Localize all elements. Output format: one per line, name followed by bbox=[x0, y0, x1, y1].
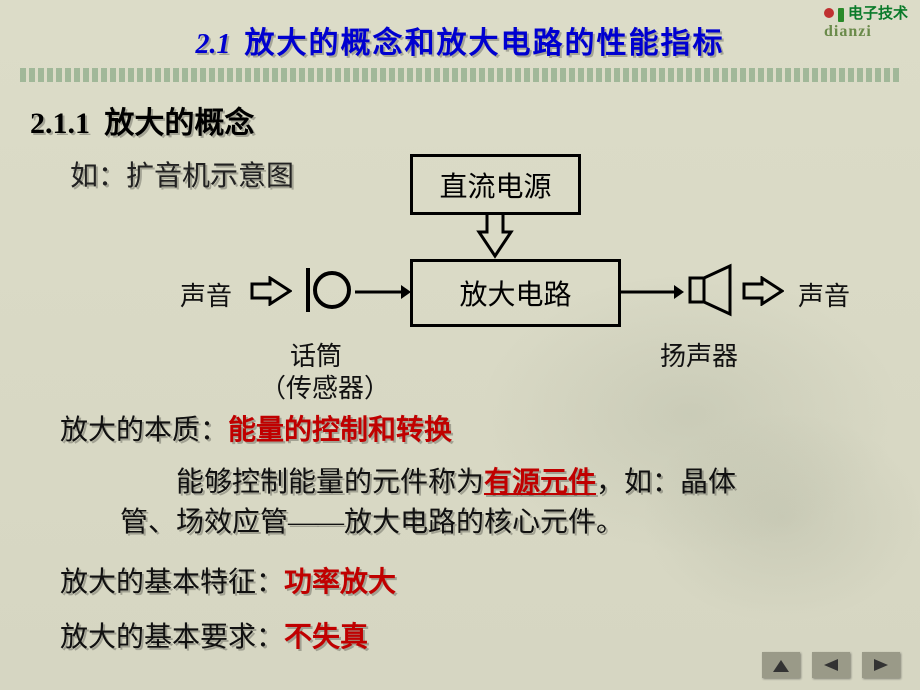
label-sound-out: 声音 bbox=[798, 276, 850, 313]
node-power: 直流电源 bbox=[410, 154, 581, 215]
requirement-line: 放大的基本要求：不失真 bbox=[60, 617, 920, 659]
arrow-right-icon bbox=[742, 276, 784, 306]
node-amp: 放大电路 bbox=[410, 259, 621, 327]
subsection-number: 2.1.1 bbox=[30, 107, 90, 140]
section-number: 2.1 bbox=[196, 29, 231, 60]
divider bbox=[20, 68, 900, 82]
subsection-title: 放大的概念 bbox=[104, 107, 254, 140]
requirement-label: 放大的基本要求： bbox=[60, 622, 284, 653]
microphone-icon bbox=[302, 264, 352, 316]
label-sound-in: 声音 bbox=[180, 276, 232, 313]
arrow-down-icon bbox=[475, 212, 515, 260]
feature-line: 放大的基本特征：功率放大 bbox=[60, 562, 920, 604]
node-amp-label: 放大电路 bbox=[459, 273, 571, 313]
arrow-line-icon bbox=[618, 282, 686, 302]
label-sensor: （传感器） bbox=[260, 368, 390, 405]
feature-label: 放大的基本特征： bbox=[60, 567, 284, 598]
logo: 电子技术 dianzi bbox=[824, 6, 908, 40]
section-title-text: 放大的概念和放大电路的性能指标 bbox=[245, 27, 725, 60]
paragraph-pre: 能够控制能量的元件称为 bbox=[176, 467, 484, 498]
subsection-heading: 2.1.1 放大的概念 bbox=[30, 98, 920, 142]
amplifier-diagram: 直流电源 放大电路 声音 bbox=[180, 154, 880, 404]
essence-value: 能量的控制和转换 bbox=[228, 414, 452, 445]
section-title: 2.1 放大的概念和放大电路的性能指标 bbox=[0, 0, 920, 62]
feature-value: 功率放大 bbox=[284, 566, 396, 597]
essence-line: 放大的本质：能量的控制和转换 bbox=[60, 410, 920, 452]
logo-cn: 电子技术 bbox=[848, 6, 908, 22]
label-speaker: 扬声器 bbox=[660, 336, 738, 373]
paragraph-key: 有源元件 bbox=[484, 466, 596, 497]
arrow-line-icon bbox=[355, 282, 413, 302]
essence-label: 放大的本质： bbox=[60, 415, 228, 446]
paragraph: 能够控制能量的元件称为有源元件，如：晶体管、场效应管——放大电路的核心元件。 bbox=[120, 462, 740, 544]
arrow-right-icon bbox=[250, 276, 292, 306]
speaker-icon bbox=[688, 262, 736, 318]
logo-en: dianzi bbox=[824, 23, 872, 40]
requirement-value: 不失真 bbox=[284, 621, 368, 652]
node-power-label: 直流电源 bbox=[439, 165, 551, 205]
